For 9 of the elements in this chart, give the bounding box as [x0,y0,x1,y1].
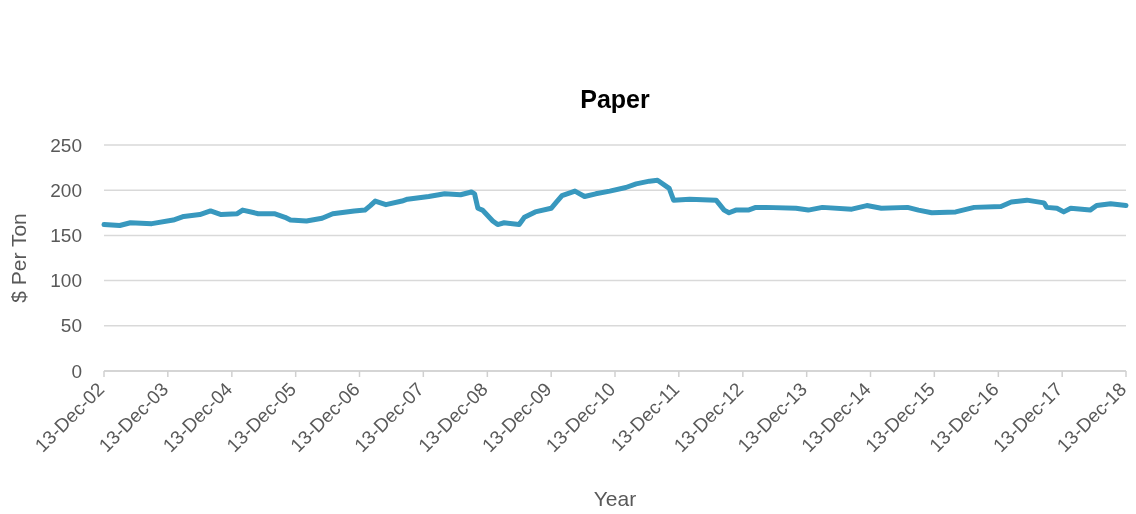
y-tick-label: 0 [71,360,82,382]
y-tick-label: 50 [60,315,82,337]
y-axis-title: $ Per Ton [7,213,30,303]
y-tick-label: 100 [50,270,82,292]
y-tick-label: 200 [50,179,82,201]
y-tick-label: 250 [50,134,82,156]
chart-title: Paper [580,85,651,113]
y-tick-label: 150 [50,224,82,246]
x-axis-title: Year [593,487,637,510]
